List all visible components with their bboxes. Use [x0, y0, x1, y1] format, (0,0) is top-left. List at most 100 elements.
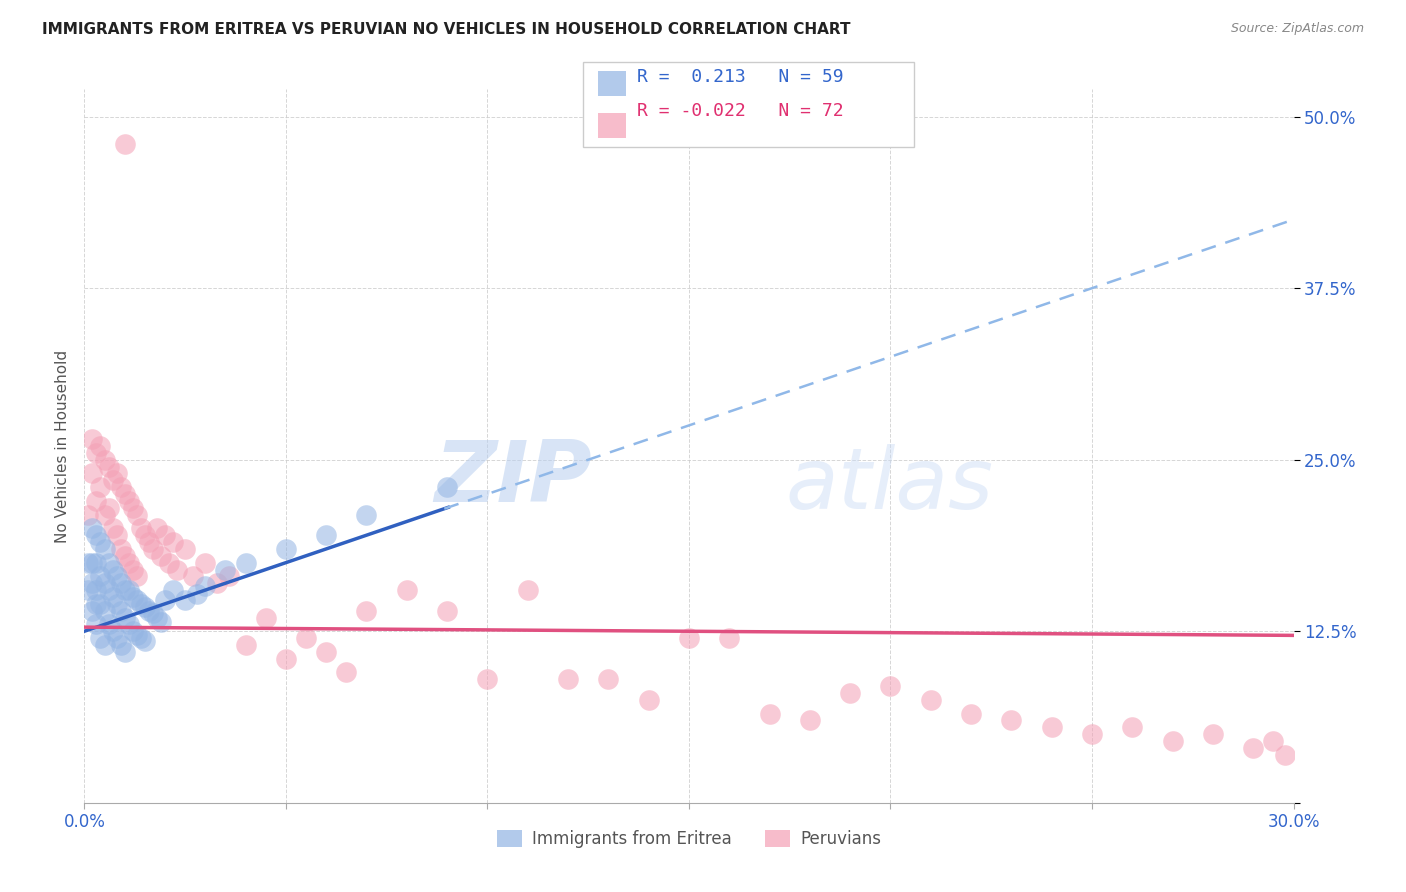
Point: [162, 535, 184, 549]
Text: R = -0.022   N = 72: R = -0.022 N = 72: [637, 103, 844, 120]
Point: [1263, 734, 1285, 748]
Point: [477, 673, 499, 687]
Point: [77, 556, 100, 570]
Point: [110, 480, 132, 494]
Point: [194, 579, 217, 593]
Point: [274, 651, 297, 665]
Point: [218, 569, 240, 583]
Point: [149, 549, 172, 563]
Point: [138, 535, 160, 549]
Text: IMMIGRANTS FROM ERITREA VS PERUVIAN NO VEHICLES IN HOUSEHOLD CORRELATION CHART: IMMIGRANTS FROM ERITREA VS PERUVIAN NO V…: [42, 22, 851, 37]
Point: [718, 631, 741, 645]
Point: [86, 597, 108, 611]
Point: [920, 693, 942, 707]
Point: [86, 528, 108, 542]
Point: [436, 480, 458, 494]
Point: [110, 576, 132, 591]
Text: R =  0.213   N = 59: R = 0.213 N = 59: [637, 68, 844, 86]
Point: [89, 597, 111, 611]
Point: [93, 638, 115, 652]
Point: [97, 459, 120, 474]
Point: [146, 610, 169, 624]
Point: [315, 645, 337, 659]
Point: [194, 556, 217, 570]
Point: [82, 556, 104, 570]
Point: [166, 562, 188, 576]
Point: [93, 576, 115, 591]
Point: [356, 604, 378, 618]
Point: [86, 583, 108, 598]
Point: [125, 508, 148, 522]
Point: [93, 541, 115, 556]
Text: Source: ZipAtlas.com: Source: ZipAtlas.com: [1230, 22, 1364, 36]
Point: [86, 617, 108, 632]
Point: [839, 686, 862, 700]
Point: [1202, 727, 1225, 741]
Point: [134, 633, 156, 648]
Point: [149, 615, 172, 629]
Point: [118, 556, 141, 570]
Text: atlas: atlas: [786, 443, 994, 527]
Point: [77, 508, 100, 522]
Point: [86, 446, 108, 460]
Point: [97, 500, 120, 515]
Point: [93, 604, 115, 618]
Point: [105, 528, 128, 542]
Point: [235, 638, 257, 652]
Point: [121, 562, 143, 576]
Point: [114, 549, 136, 563]
Point: [110, 604, 132, 618]
Point: [125, 628, 148, 642]
Point: [121, 624, 143, 639]
Point: [254, 610, 277, 624]
Point: [114, 645, 136, 659]
Point: [598, 673, 620, 687]
Point: [153, 592, 176, 607]
Point: [97, 556, 120, 570]
Point: [1274, 747, 1296, 762]
Point: [118, 494, 141, 508]
Point: [557, 673, 579, 687]
Point: [93, 452, 115, 467]
Text: ZIP: ZIP: [434, 436, 592, 520]
Point: [97, 617, 120, 632]
Point: [1040, 720, 1063, 734]
Y-axis label: No Vehicles in Household: No Vehicles in Household: [55, 350, 70, 542]
Point: [82, 432, 104, 446]
Point: [186, 587, 208, 601]
Point: [138, 604, 160, 618]
Point: [101, 521, 124, 535]
Point: [105, 631, 128, 645]
Point: [1121, 720, 1143, 734]
Point: [105, 597, 128, 611]
Point: [86, 494, 108, 508]
Point: [89, 535, 111, 549]
Point: [153, 528, 176, 542]
Point: [134, 528, 156, 542]
Point: [181, 569, 204, 583]
Point: [1241, 740, 1264, 755]
Point: [174, 592, 197, 607]
Point: [436, 604, 458, 618]
Point: [89, 631, 111, 645]
Point: [142, 607, 165, 621]
Point: [114, 137, 136, 152]
Point: [82, 521, 104, 535]
Point: [105, 569, 128, 583]
Point: [114, 487, 136, 501]
Point: [82, 604, 104, 618]
Point: [89, 439, 111, 453]
Point: [97, 583, 120, 598]
Point: [101, 473, 124, 487]
Point: [121, 590, 143, 604]
Point: [207, 576, 229, 591]
Point: [89, 569, 111, 583]
Point: [125, 592, 148, 607]
Point: [162, 583, 184, 598]
Point: [114, 583, 136, 598]
Point: [110, 541, 132, 556]
Point: [82, 467, 104, 481]
Point: [274, 541, 297, 556]
Point: [157, 556, 180, 570]
Point: [395, 583, 418, 598]
